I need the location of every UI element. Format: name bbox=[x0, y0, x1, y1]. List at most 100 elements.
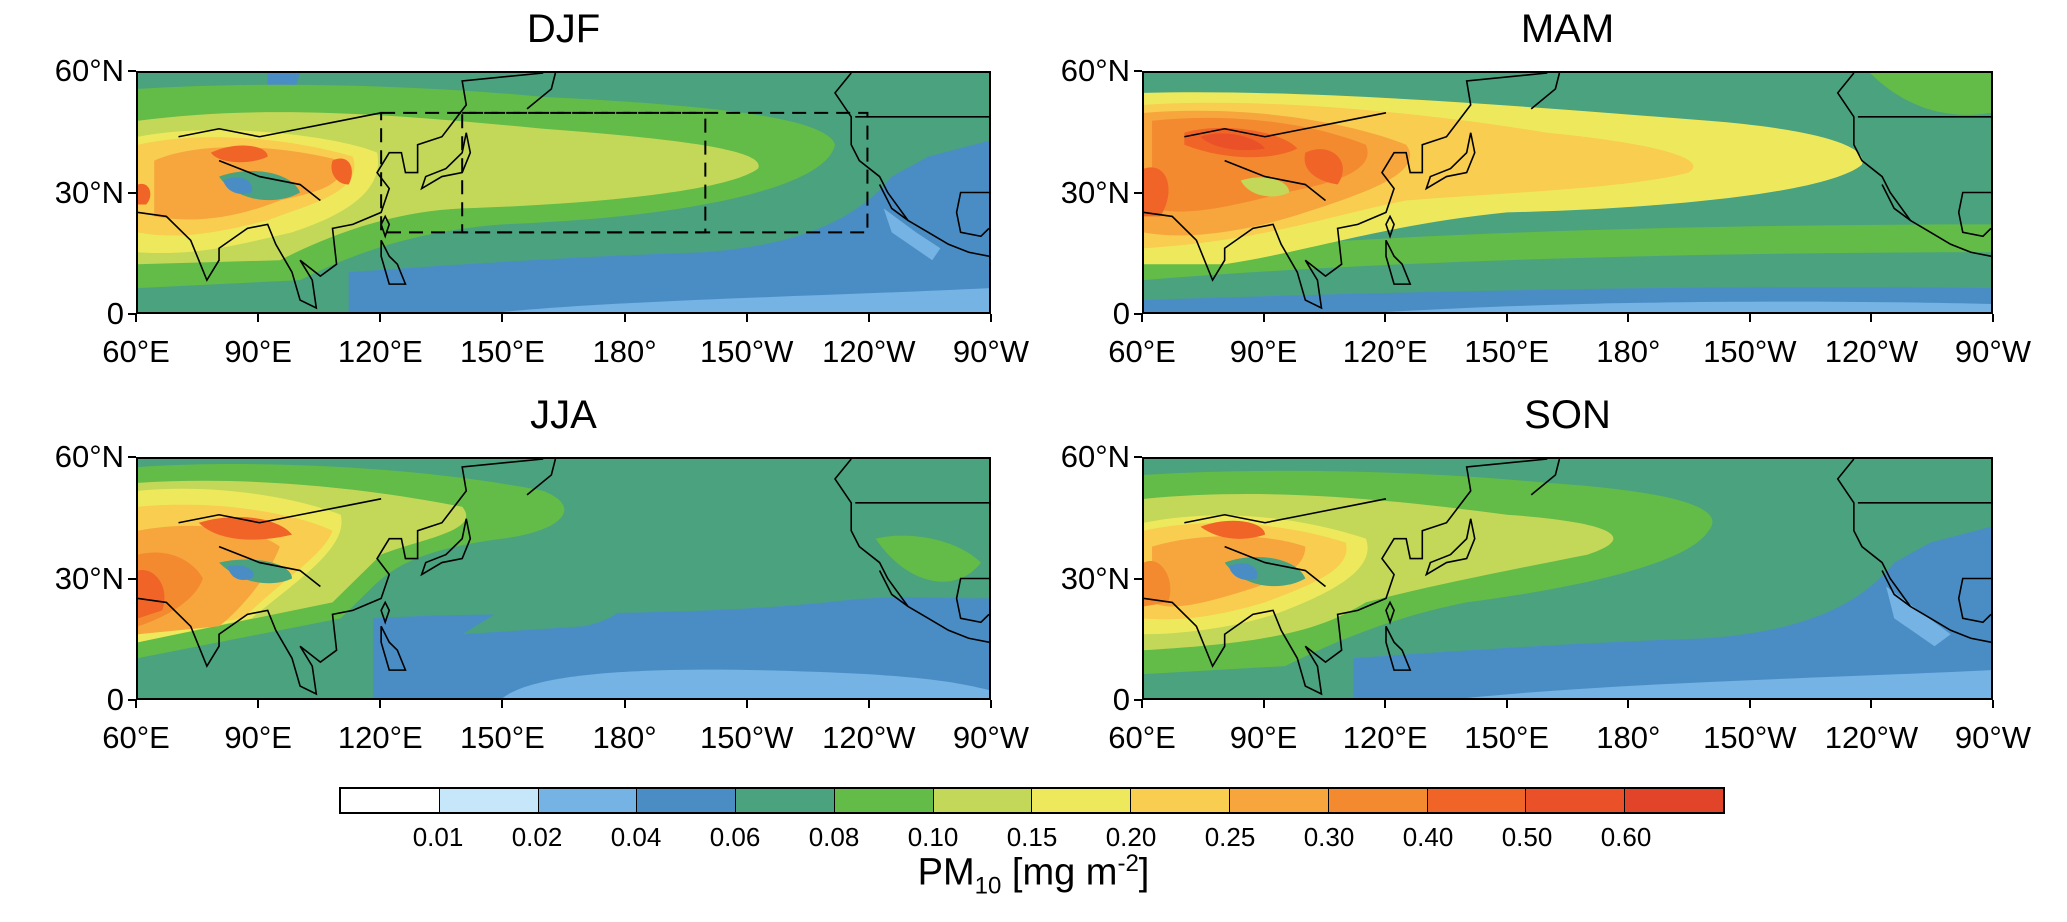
lon-tick bbox=[1748, 314, 1751, 322]
lon-tick bbox=[867, 314, 870, 322]
lon-label: 60°E bbox=[102, 720, 170, 755]
colorbar-swatch bbox=[1526, 789, 1626, 812]
lat-label: 0 bbox=[1112, 296, 1130, 331]
lon-tick bbox=[745, 700, 748, 708]
lon-tick bbox=[135, 700, 137, 708]
lat-label: 30°N bbox=[54, 174, 124, 210]
lon-label: 90°W bbox=[952, 720, 1030, 755]
colorbar-tick-label: 0.20 bbox=[1105, 822, 1157, 852]
map-jja bbox=[136, 457, 991, 700]
lon-label: 120°W bbox=[822, 334, 916, 369]
lon-label: 120°W bbox=[822, 720, 916, 755]
lon-tick bbox=[745, 314, 748, 322]
contour-level-0.06 bbox=[462, 578, 627, 635]
colorbar-title-sub: 10 bbox=[974, 872, 1002, 900]
coastline bbox=[179, 113, 382, 137]
coastline bbox=[138, 459, 543, 694]
coastline bbox=[1426, 519, 1474, 575]
lon-tick bbox=[623, 314, 626, 322]
coastline bbox=[527, 459, 555, 495]
contour-level-0.08 bbox=[875, 535, 981, 582]
colorbar-tick-label: 0.02 bbox=[511, 822, 563, 852]
coastline bbox=[1386, 240, 1410, 284]
lon-tick bbox=[1992, 314, 1994, 322]
lon-label: 90°W bbox=[1954, 334, 2032, 369]
coastline bbox=[219, 161, 320, 201]
contour-level-0.04 bbox=[227, 565, 254, 580]
coastline bbox=[1882, 185, 1910, 221]
lon-tick bbox=[501, 314, 504, 322]
contour-level-0.02 bbox=[883, 208, 941, 261]
lon-label: 150°W bbox=[1703, 720, 1797, 755]
colorbar-tick-label: 0.50 bbox=[1501, 822, 1553, 852]
coastline bbox=[179, 499, 382, 523]
colorbar-tick-label: 0.01 bbox=[412, 822, 464, 852]
lon-label: 120°E bbox=[337, 334, 423, 369]
lat-label: 60°N bbox=[1060, 439, 1130, 474]
coastline bbox=[1225, 547, 1326, 587]
lon-label: 180° bbox=[1596, 720, 1661, 755]
lon-tick bbox=[379, 314, 382, 322]
coastline bbox=[381, 216, 389, 236]
coastline bbox=[1531, 459, 1559, 495]
contour-level-0.40 bbox=[1144, 167, 1169, 217]
contour-level-0.40 bbox=[331, 158, 352, 185]
lon-label: 90°E bbox=[224, 720, 292, 755]
colorbar bbox=[339, 787, 1725, 814]
colorbar-tick-label: 0.25 bbox=[1204, 822, 1256, 852]
lat-tick bbox=[1134, 456, 1142, 458]
colorbar-tick-label: 0.15 bbox=[1006, 822, 1058, 852]
lon-tick bbox=[257, 314, 260, 322]
coastline bbox=[1386, 602, 1394, 622]
lon-label: 90°E bbox=[1229, 334, 1298, 369]
lon-tick bbox=[1627, 314, 1630, 322]
colorbar-tick-label: 0.10 bbox=[907, 822, 959, 852]
lon-label: 90°E bbox=[224, 334, 292, 369]
lon-label: 120°E bbox=[1342, 334, 1428, 369]
map-mam bbox=[1142, 71, 1993, 314]
coastline bbox=[1959, 579, 1991, 623]
lon-tick bbox=[990, 700, 992, 708]
colorbar-title-main: PM bbox=[917, 851, 975, 894]
lat-tick bbox=[1134, 191, 1142, 194]
coastline bbox=[957, 193, 989, 237]
colorbar-swatch bbox=[538, 789, 638, 812]
colorbar-title-end: ] bbox=[1138, 851, 1150, 894]
coastline bbox=[835, 459, 989, 642]
colorbar-title-unit: [mg m bbox=[1001, 851, 1118, 894]
coastline bbox=[1838, 73, 1991, 256]
lon-tick bbox=[867, 700, 870, 708]
lon-label: 150°W bbox=[700, 720, 794, 755]
lat-tick bbox=[128, 456, 136, 458]
coastline bbox=[422, 133, 471, 189]
lat-tick bbox=[1134, 577, 1142, 580]
contour-level-0.25 bbox=[1152, 536, 1306, 607]
lon-label: 150°E bbox=[1464, 720, 1550, 755]
lon-label: 120°W bbox=[1824, 334, 1919, 369]
contour-level-0.04 bbox=[1353, 526, 1991, 698]
lat-label: 60°N bbox=[54, 439, 124, 474]
lon-tick bbox=[1505, 314, 1508, 322]
contour-level-0.04 bbox=[223, 177, 253, 194]
lon-label: 180° bbox=[592, 720, 657, 755]
contour-level-0.06 bbox=[1144, 248, 1991, 301]
contour-level-0.02 bbox=[502, 288, 989, 312]
colorbar-swatch bbox=[637, 789, 737, 812]
coastline bbox=[422, 519, 471, 575]
map-son bbox=[1142, 457, 1993, 700]
contour-level-0.08 bbox=[1870, 73, 1991, 115]
lon-tick bbox=[1870, 314, 1873, 322]
contour-level-0.02 bbox=[1886, 586, 1951, 647]
coastline bbox=[1959, 193, 1991, 237]
lon-tick bbox=[623, 700, 626, 708]
lon-tick bbox=[1384, 700, 1387, 708]
colorbar-swatch bbox=[736, 789, 835, 812]
colorbar-swatch bbox=[1032, 789, 1132, 812]
lon-label: 90°E bbox=[1229, 720, 1298, 755]
contour-level-0.04 bbox=[1228, 563, 1258, 580]
coastline bbox=[381, 602, 389, 622]
coastline bbox=[880, 571, 908, 607]
coastline bbox=[219, 547, 320, 587]
lat-label: 30°N bbox=[1060, 174, 1130, 210]
panel-title-djf: DJF bbox=[526, 7, 601, 51]
